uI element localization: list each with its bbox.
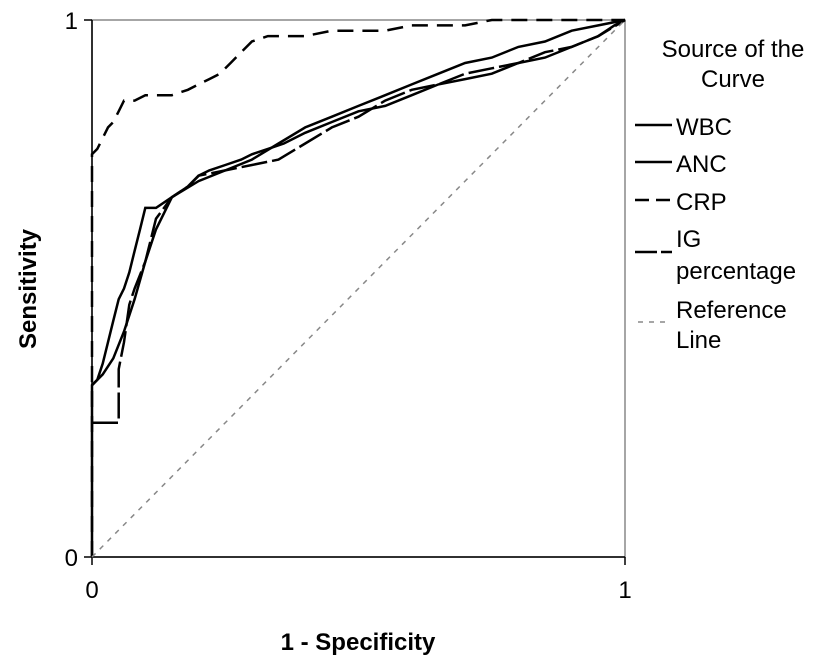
x-tick-label-left: 0 [85,577,98,604]
legend-label-reference-line-2: Line [676,327,721,354]
legend-label-reference-line-1: Reference [676,297,787,324]
legend-label-anc: ANC [676,151,727,178]
y-axis-title: Sensitivity [15,228,42,349]
x-axis-title: 1 - Specificity [281,629,436,656]
legend-label-crp: CRP [676,189,727,216]
y-tick-label-bottom: 0 [65,545,78,572]
legend-title-line-1: Source of the [662,36,805,63]
series-line-reference-line [91,19,626,558]
x-tick-label-right: 1 [618,577,631,604]
legend: Source of the Curve WBC ANC CRP IG perce… [635,36,804,354]
series-line-ig-percentage [92,18,626,425]
legend-label-wbc: WBC [676,114,732,141]
legend-label-ig-line-1: IG [676,226,701,253]
series-layer [90,18,626,558]
series-line-anc [91,18,626,387]
legend-label-ig-line-2: percentage [676,258,796,285]
series-line-wbc [90,18,626,557]
series-line-crp [90,18,625,557]
legend-title-line-2: Curve [701,66,765,93]
y-tick-label-top: 1 [65,8,78,35]
